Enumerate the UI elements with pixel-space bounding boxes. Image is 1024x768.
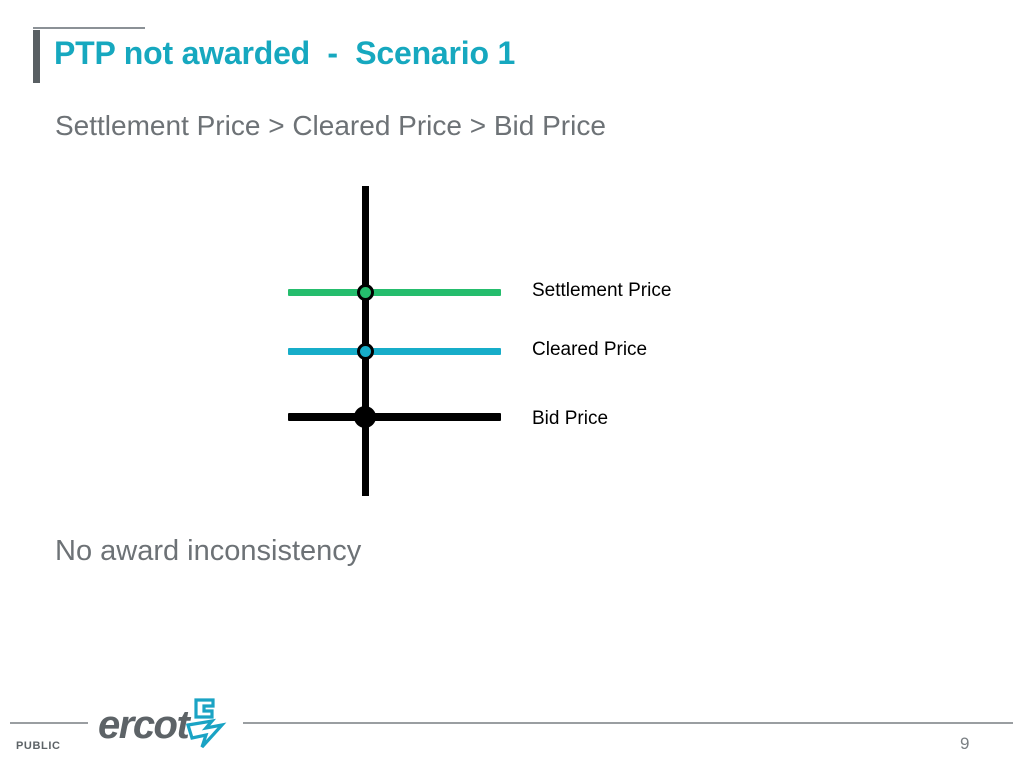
footer-rule-right <box>243 722 1013 724</box>
page-title: PTP not awarded - Scenario 1 <box>54 35 516 71</box>
title-accent-bar <box>33 30 40 83</box>
cleared-price-label: Cleared Price <box>532 339 648 360</box>
bid-price-dot <box>354 406 376 428</box>
ercot-logo: ercot <box>98 697 233 755</box>
title-accent-rule <box>33 27 145 29</box>
bid-price-label: Bid Price <box>532 408 609 429</box>
vertical-axis-line <box>362 186 369 496</box>
price-ladder-diagram: Settlement Price Cleared Price Bid Price <box>270 170 770 520</box>
ercot-bolt-icon <box>182 695 232 760</box>
settlement-price-dot <box>357 284 374 301</box>
slide-subtitle: Settlement Price > Cleared Price > Bid P… <box>55 110 606 141</box>
bid-price-line <box>288 413 501 421</box>
settlement-price-line <box>288 289 501 296</box>
cleared-price-dot <box>357 343 374 360</box>
ercot-wordmark: ercot <box>98 703 190 747</box>
page-number: 9 <box>960 734 970 753</box>
cleared-price-line <box>288 348 501 355</box>
settlement-price-label: Settlement Price <box>532 280 672 301</box>
classification-label: PUBLIC <box>16 740 61 752</box>
footer-rule-left <box>10 722 88 724</box>
conclusion-text: No award inconsistency <box>55 535 362 567</box>
